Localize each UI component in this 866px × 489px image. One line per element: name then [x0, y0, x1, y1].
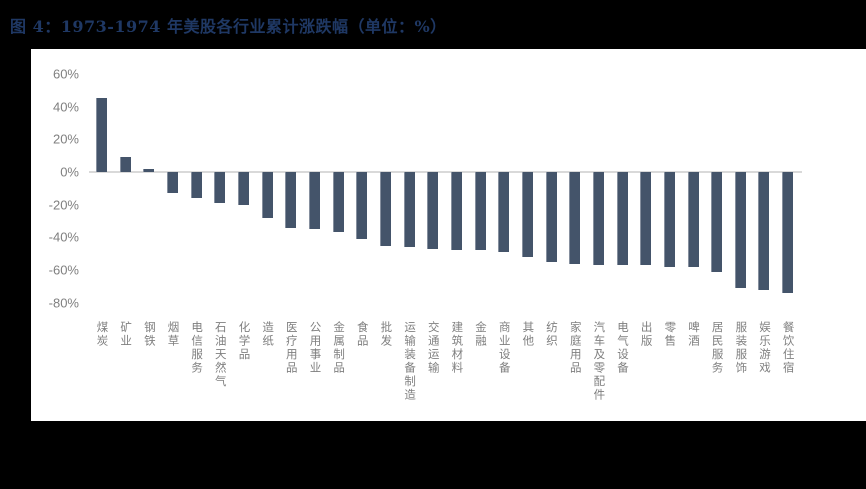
y-axis-tick-label: -40% — [48, 229, 79, 245]
x-axis-category-label: 运输装备制造 — [403, 321, 416, 402]
bar-居民服务 — [711, 172, 723, 272]
bar-电信服务 — [190, 172, 202, 199]
x-axis-category-label: 家庭用品 — [568, 321, 581, 375]
bar-纺织 — [545, 172, 557, 262]
x-axis-category-label: 食品 — [355, 321, 368, 348]
chart-panel: 60% 40% 20% 0% -20% -40% -60% -80% 煤炭 矿业 钢铁 烟草 电信服务石… — [31, 49, 866, 421]
bar-食品 — [356, 172, 368, 239]
x-axis-category-label: 石油天然气 — [213, 321, 226, 389]
bar-餐饮住宿 — [782, 172, 794, 293]
bar-电气设备 — [616, 172, 628, 266]
x-axis-category-label: 造纸 — [261, 321, 274, 348]
bar-其他 — [521, 172, 533, 257]
bar-烟草 — [166, 172, 178, 194]
y-axis-tick-label: -60% — [48, 262, 79, 278]
bar-批发 — [379, 172, 391, 246]
bar-服装服饰 — [734, 172, 746, 288]
x-axis-category-label: 零售 — [663, 321, 676, 348]
x-axis-category-label: 矿业 — [119, 321, 132, 348]
x-axis-category-label: 娱乐游戏 — [757, 321, 770, 375]
bar-家庭用品 — [569, 172, 581, 264]
x-axis-category-label: 居民服务 — [710, 321, 723, 375]
bar-金属制品 — [332, 172, 344, 233]
bar-公用事业 — [308, 172, 320, 230]
bar-运输装备制造 — [403, 172, 415, 248]
bar-啤酒 — [687, 172, 699, 267]
x-axis-category-label: 出版 — [639, 321, 652, 348]
x-axis-category-label: 化学品 — [237, 321, 250, 362]
x-axis-category-label: 金属制品 — [332, 321, 345, 375]
y-axis-tick-label: 20% — [52, 131, 79, 147]
x-axis-category-label: 公用事业 — [308, 321, 321, 375]
x-axis-category-label: 其他 — [521, 321, 534, 348]
x-axis-category-label: 煤炭 — [95, 321, 108, 348]
bar-医疗用品 — [285, 172, 297, 228]
x-axis-category-label: 啤酒 — [687, 321, 699, 348]
bar-石油天然气 — [214, 172, 226, 204]
zero-axis-line — [89, 171, 802, 173]
bar-矿业 — [119, 157, 131, 172]
x-axis-category-label: 纺织 — [545, 321, 558, 348]
x-axis-category-label: 烟草 — [166, 321, 179, 348]
x-axis-category-label: 餐饮住宿 — [781, 321, 794, 375]
bar-造纸 — [261, 172, 273, 218]
x-axis-category-label: 医疗用品 — [284, 321, 297, 375]
bar-汽车及零配件 — [592, 172, 604, 266]
bar-商业设备 — [498, 172, 510, 253]
x-axis-category-label: 汽车及零配件 — [592, 321, 605, 402]
y-axis-tick-label: 60% — [52, 66, 79, 82]
bar-建筑材料 — [450, 172, 462, 251]
bar-金融 — [474, 172, 486, 251]
bar-化学品 — [237, 172, 249, 205]
y-axis-tick-label: -20% — [48, 197, 79, 213]
bar-交通运输 — [427, 172, 439, 249]
figure-title: 图 4：1973-1974 年美股各行业累计涨跌幅（单位：%） — [10, 17, 447, 36]
bar-娱乐游戏 — [758, 172, 770, 290]
x-axis-category-label: 商业设备 — [497, 321, 510, 375]
bar-煤炭 — [96, 98, 107, 172]
x-axis-category-label: 服装服饰 — [734, 321, 747, 375]
x-axis-category-label: 电信服务 — [190, 321, 203, 375]
x-axis-category-label: 交通运输 — [426, 321, 439, 375]
x-axis-category-label: 电气设备 — [616, 321, 629, 375]
y-axis-tick-label: 40% — [52, 99, 79, 115]
x-axis-category-label: 建筑材料 — [450, 321, 463, 375]
y-axis-tick-label: -80% — [48, 295, 79, 311]
x-axis-category-label: 金融 — [474, 321, 487, 348]
x-axis-category-label: 批发 — [379, 321, 392, 348]
y-axis-tick-label: 0% — [60, 164, 79, 180]
x-axis-category-label: 钢铁 — [142, 321, 155, 348]
bar-钢铁 — [143, 168, 155, 172]
bar-chart-plot: 60% 40% 20% 0% -20% -40% -60% -80% 煤炭 矿业 钢铁 烟草 电信服务石… — [31, 49, 866, 421]
bar-出版 — [640, 172, 652, 266]
bar-零售 — [663, 172, 675, 267]
